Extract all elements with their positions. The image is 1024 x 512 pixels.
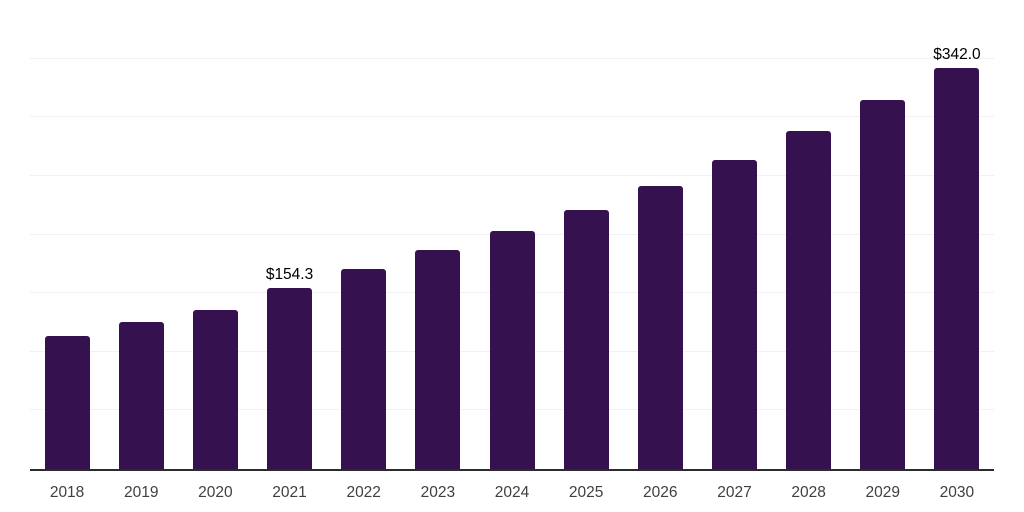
x-tick-label-2027: 2027 (717, 484, 752, 501)
bar-2024 (489, 230, 535, 469)
bar-2027 (711, 160, 757, 469)
x-tick-label-2021: 2021 (272, 484, 307, 501)
x-tick-label-2028: 2028 (791, 484, 826, 501)
x-axis: 2018 2019 2020 2021 2022 2023 2024 2025 2026 2027… (0, 484, 1024, 504)
gridline (30, 57, 994, 59)
x-tick-label-2025: 2025 (568, 484, 604, 501)
bar-2023 (415, 249, 461, 469)
x-tick-label-2020: 2020 (198, 484, 233, 501)
x-tick-label-2029: 2029 (865, 484, 901, 501)
x-tick-label-2019: 2019 (123, 484, 159, 501)
plot-area: $154.3 $342.0 (30, 2, 994, 471)
bar-2021 (267, 288, 313, 469)
bar-2025 (563, 209, 609, 469)
bar-2018 (44, 335, 90, 469)
bar-2028 (786, 130, 832, 469)
bar-2029 (860, 100, 906, 469)
x-tick-label-2018: 2018 (49, 484, 85, 501)
bar-2022 (341, 269, 387, 469)
bar-2019 (118, 322, 164, 469)
x-tick-label-2030: 2030 (939, 484, 975, 501)
x-tick-label-2023: 2023 (420, 484, 456, 501)
bar-2020 (192, 310, 238, 469)
gridline (30, 116, 994, 118)
bar-2030 (934, 68, 980, 469)
x-tick-label-2024: 2024 (494, 484, 530, 501)
x-tick-label-2026: 2026 (643, 484, 678, 501)
value-label-2030: $342.0 (933, 46, 981, 64)
bar-2026 (637, 185, 683, 469)
x-tick-label-2022: 2022 (346, 484, 381, 501)
gridline (30, 174, 994, 176)
value-label-2021: $154.3 (265, 266, 314, 284)
